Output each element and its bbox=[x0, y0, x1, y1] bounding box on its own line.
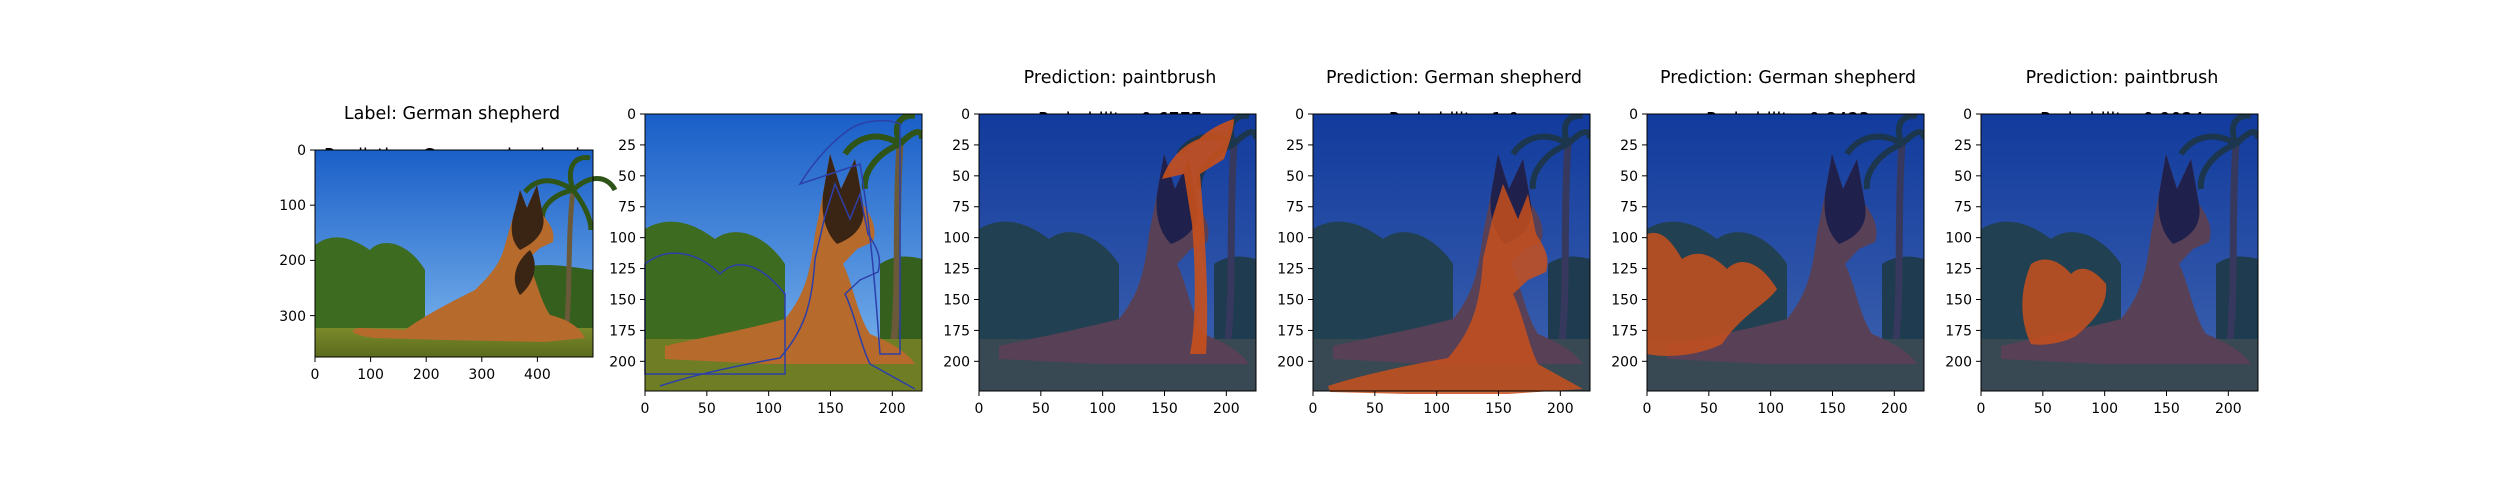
panel-5-ytick-2: 50 bbox=[1620, 169, 1638, 185]
panel-4-ytick-1: 25 bbox=[1286, 138, 1304, 154]
panel-2-ytick-3: 75 bbox=[618, 200, 636, 216]
panel-3-xtick-4: 200 bbox=[1213, 401, 1240, 417]
panel-4-title-line-1: Prediction: German shepherd bbox=[1326, 68, 1582, 88]
panel-2-ytick-8: 200 bbox=[609, 354, 636, 370]
panel-3-ytick-3: 75 bbox=[952, 200, 970, 216]
panel-4-ytick-4: 100 bbox=[1277, 231, 1304, 247]
panel-3-xtick-1: 50 bbox=[1032, 401, 1050, 417]
panel-6-ytick-8: 200 bbox=[1945, 354, 1972, 370]
photo-german-shepherd-segmentation-contours bbox=[644, 114, 922, 391]
photo-german-shepherd-original bbox=[315, 150, 618, 357]
panel-2-ytick-2: 50 bbox=[618, 169, 636, 185]
panel-1-xtick-0: 0 bbox=[311, 367, 320, 383]
panel-2-xtick-0: 0 bbox=[641, 401, 650, 417]
panel-1-title-line-1: Label: German shepherd bbox=[343, 104, 561, 124]
mask-left-bushes bbox=[1647, 114, 1924, 391]
panel-1-ytick-2: 200 bbox=[279, 253, 306, 269]
panel-4-ytick-8: 200 bbox=[1277, 354, 1304, 370]
panel-3-xtick-3: 150 bbox=[1151, 401, 1178, 417]
panel-6-xtick-4: 200 bbox=[2215, 401, 2242, 417]
panel-3-ytick-0: 0 bbox=[961, 107, 970, 123]
panel-2-xtick-1: 50 bbox=[698, 401, 716, 417]
panel-2-xtick-4: 200 bbox=[879, 401, 906, 417]
panel-2-axes: 0 50 100 150 200 0 25 50 75 100 125 150 175 200 bbox=[609, 107, 923, 417]
panel-1-ytick-3: 300 bbox=[279, 309, 306, 325]
panel-6-xtick-1: 50 bbox=[2034, 401, 2052, 417]
panel-4-ytick-5: 125 bbox=[1277, 262, 1304, 278]
mask-dog bbox=[1313, 114, 1590, 394]
panel-5-ytick-3: 75 bbox=[1620, 200, 1638, 216]
panel-6-ytick-7: 175 bbox=[1945, 323, 1972, 339]
panel-2-ytick-1: 25 bbox=[618, 138, 636, 154]
panel-1-xtick-3: 300 bbox=[468, 367, 495, 383]
panel-3-ytick-7: 175 bbox=[943, 323, 970, 339]
panel-4-xtick-1: 50 bbox=[1366, 401, 1384, 417]
panel-2-ytick-6: 150 bbox=[609, 292, 636, 308]
panel-6-axes: 0 50 100 150 200 0 25 50 75 100 125 150 175 200 bbox=[1945, 107, 2259, 417]
panel-5-xtick-4: 200 bbox=[1881, 401, 1908, 417]
panel-3-ytick-1: 25 bbox=[952, 138, 970, 154]
panel-2-ytick-5: 125 bbox=[609, 262, 636, 278]
panel-6-ytick-2: 50 bbox=[1954, 169, 1972, 185]
panel-3-ytick-5: 125 bbox=[943, 262, 970, 278]
panel-5-xtick-3: 150 bbox=[1819, 401, 1846, 417]
panel-3-ytick-4: 100 bbox=[943, 231, 970, 247]
panel-5-xtick-2: 100 bbox=[1757, 401, 1784, 417]
panel-5-ytick-6: 150 bbox=[1611, 292, 1638, 308]
panel-4-axes: 0 50 100 150 200 0 25 50 75 100 125 150 175 200 bbox=[1277, 107, 1591, 417]
panel-5-ytick-4: 100 bbox=[1611, 231, 1638, 247]
panel-3-xtick-2: 100 bbox=[1089, 401, 1116, 417]
panel-1-xtick-1: 100 bbox=[357, 367, 384, 383]
mask-center-bush bbox=[1981, 114, 2258, 391]
panel-6-ytick-6: 150 bbox=[1945, 292, 1972, 308]
panel-6-xtick-3: 150 bbox=[2153, 401, 2180, 417]
mask-palm-tree bbox=[979, 114, 1256, 391]
panel-5-title-line-1: Prediction: German shepherd bbox=[1660, 68, 1916, 88]
panel-1-ytick-1: 100 bbox=[279, 198, 306, 214]
panel-4-ytick-2: 50 bbox=[1286, 169, 1304, 185]
panel-6-title-line-1: Prediction: paintbrush bbox=[2025, 68, 2219, 88]
panel-5-axes: 0 50 100 150 200 0 25 50 75 100 125 150 175 200 bbox=[1611, 107, 1925, 417]
panel-6-ytick-1: 25 bbox=[1954, 138, 1972, 154]
panel-3-title-line-1: Prediction: paintbrush bbox=[1023, 68, 1217, 88]
panel-2-xtick-3: 150 bbox=[817, 401, 844, 417]
panel-1-ytick-0: 0 bbox=[297, 143, 306, 159]
panel-5-ytick-7: 175 bbox=[1611, 323, 1638, 339]
panel-5-ytick-5: 125 bbox=[1611, 262, 1638, 278]
panel-2-ytick-0: 0 bbox=[627, 107, 636, 123]
panel-3-xtick-0: 0 bbox=[975, 401, 984, 417]
panel-2-ytick-4: 100 bbox=[609, 231, 636, 247]
panel-1-xtick-2: 200 bbox=[413, 367, 440, 383]
panel-6-ytick-4: 100 bbox=[1945, 231, 1972, 247]
panel-6-ytick-5: 125 bbox=[1945, 262, 1972, 278]
panel-6-xtick-0: 0 bbox=[1977, 401, 1986, 417]
panel-5-ytick-0: 0 bbox=[1629, 107, 1638, 123]
panel-5-ytick-8: 200 bbox=[1611, 354, 1638, 370]
panel-3-ytick-8: 200 bbox=[943, 354, 970, 370]
panel-4-xtick-4: 200 bbox=[1547, 401, 1574, 417]
panel-1-tick-marks bbox=[310, 149, 538, 362]
panel-5-xtick-0: 0 bbox=[1643, 401, 1652, 417]
panel-6-ytick-3: 75 bbox=[1954, 200, 1972, 216]
panel-3-axes: 0 50 100 150 200 0 25 50 75 100 125 150 175 200 bbox=[943, 107, 1257, 417]
panel-1-axes: 0 100 200 300 400 0 100 200 300 bbox=[279, 143, 618, 383]
panel-6-xtick-2: 100 bbox=[2091, 401, 2118, 417]
panel-3-ytick-2: 50 bbox=[952, 169, 970, 185]
panel-2-xtick-2: 100 bbox=[755, 401, 782, 417]
panel-4-xtick-0: 0 bbox=[1309, 401, 1318, 417]
panel-4-ytick-3: 75 bbox=[1286, 200, 1304, 216]
panel-3-ytick-6: 150 bbox=[943, 292, 970, 308]
panel-4-ytick-0: 0 bbox=[1295, 107, 1304, 123]
panel-5-xtick-1: 50 bbox=[1700, 401, 1718, 417]
panel-6-ytick-0: 0 bbox=[1963, 107, 1972, 123]
panel-4-ytick-6: 150 bbox=[1277, 292, 1304, 308]
panel-5-ytick-1: 25 bbox=[1620, 138, 1638, 154]
panel-4-ytick-7: 175 bbox=[1277, 323, 1304, 339]
panel-4-xtick-2: 100 bbox=[1423, 401, 1450, 417]
panel-2-ytick-7: 175 bbox=[609, 323, 636, 339]
panel-4-xtick-3: 150 bbox=[1485, 401, 1512, 417]
panel-1-xtick-4: 400 bbox=[524, 367, 551, 383]
